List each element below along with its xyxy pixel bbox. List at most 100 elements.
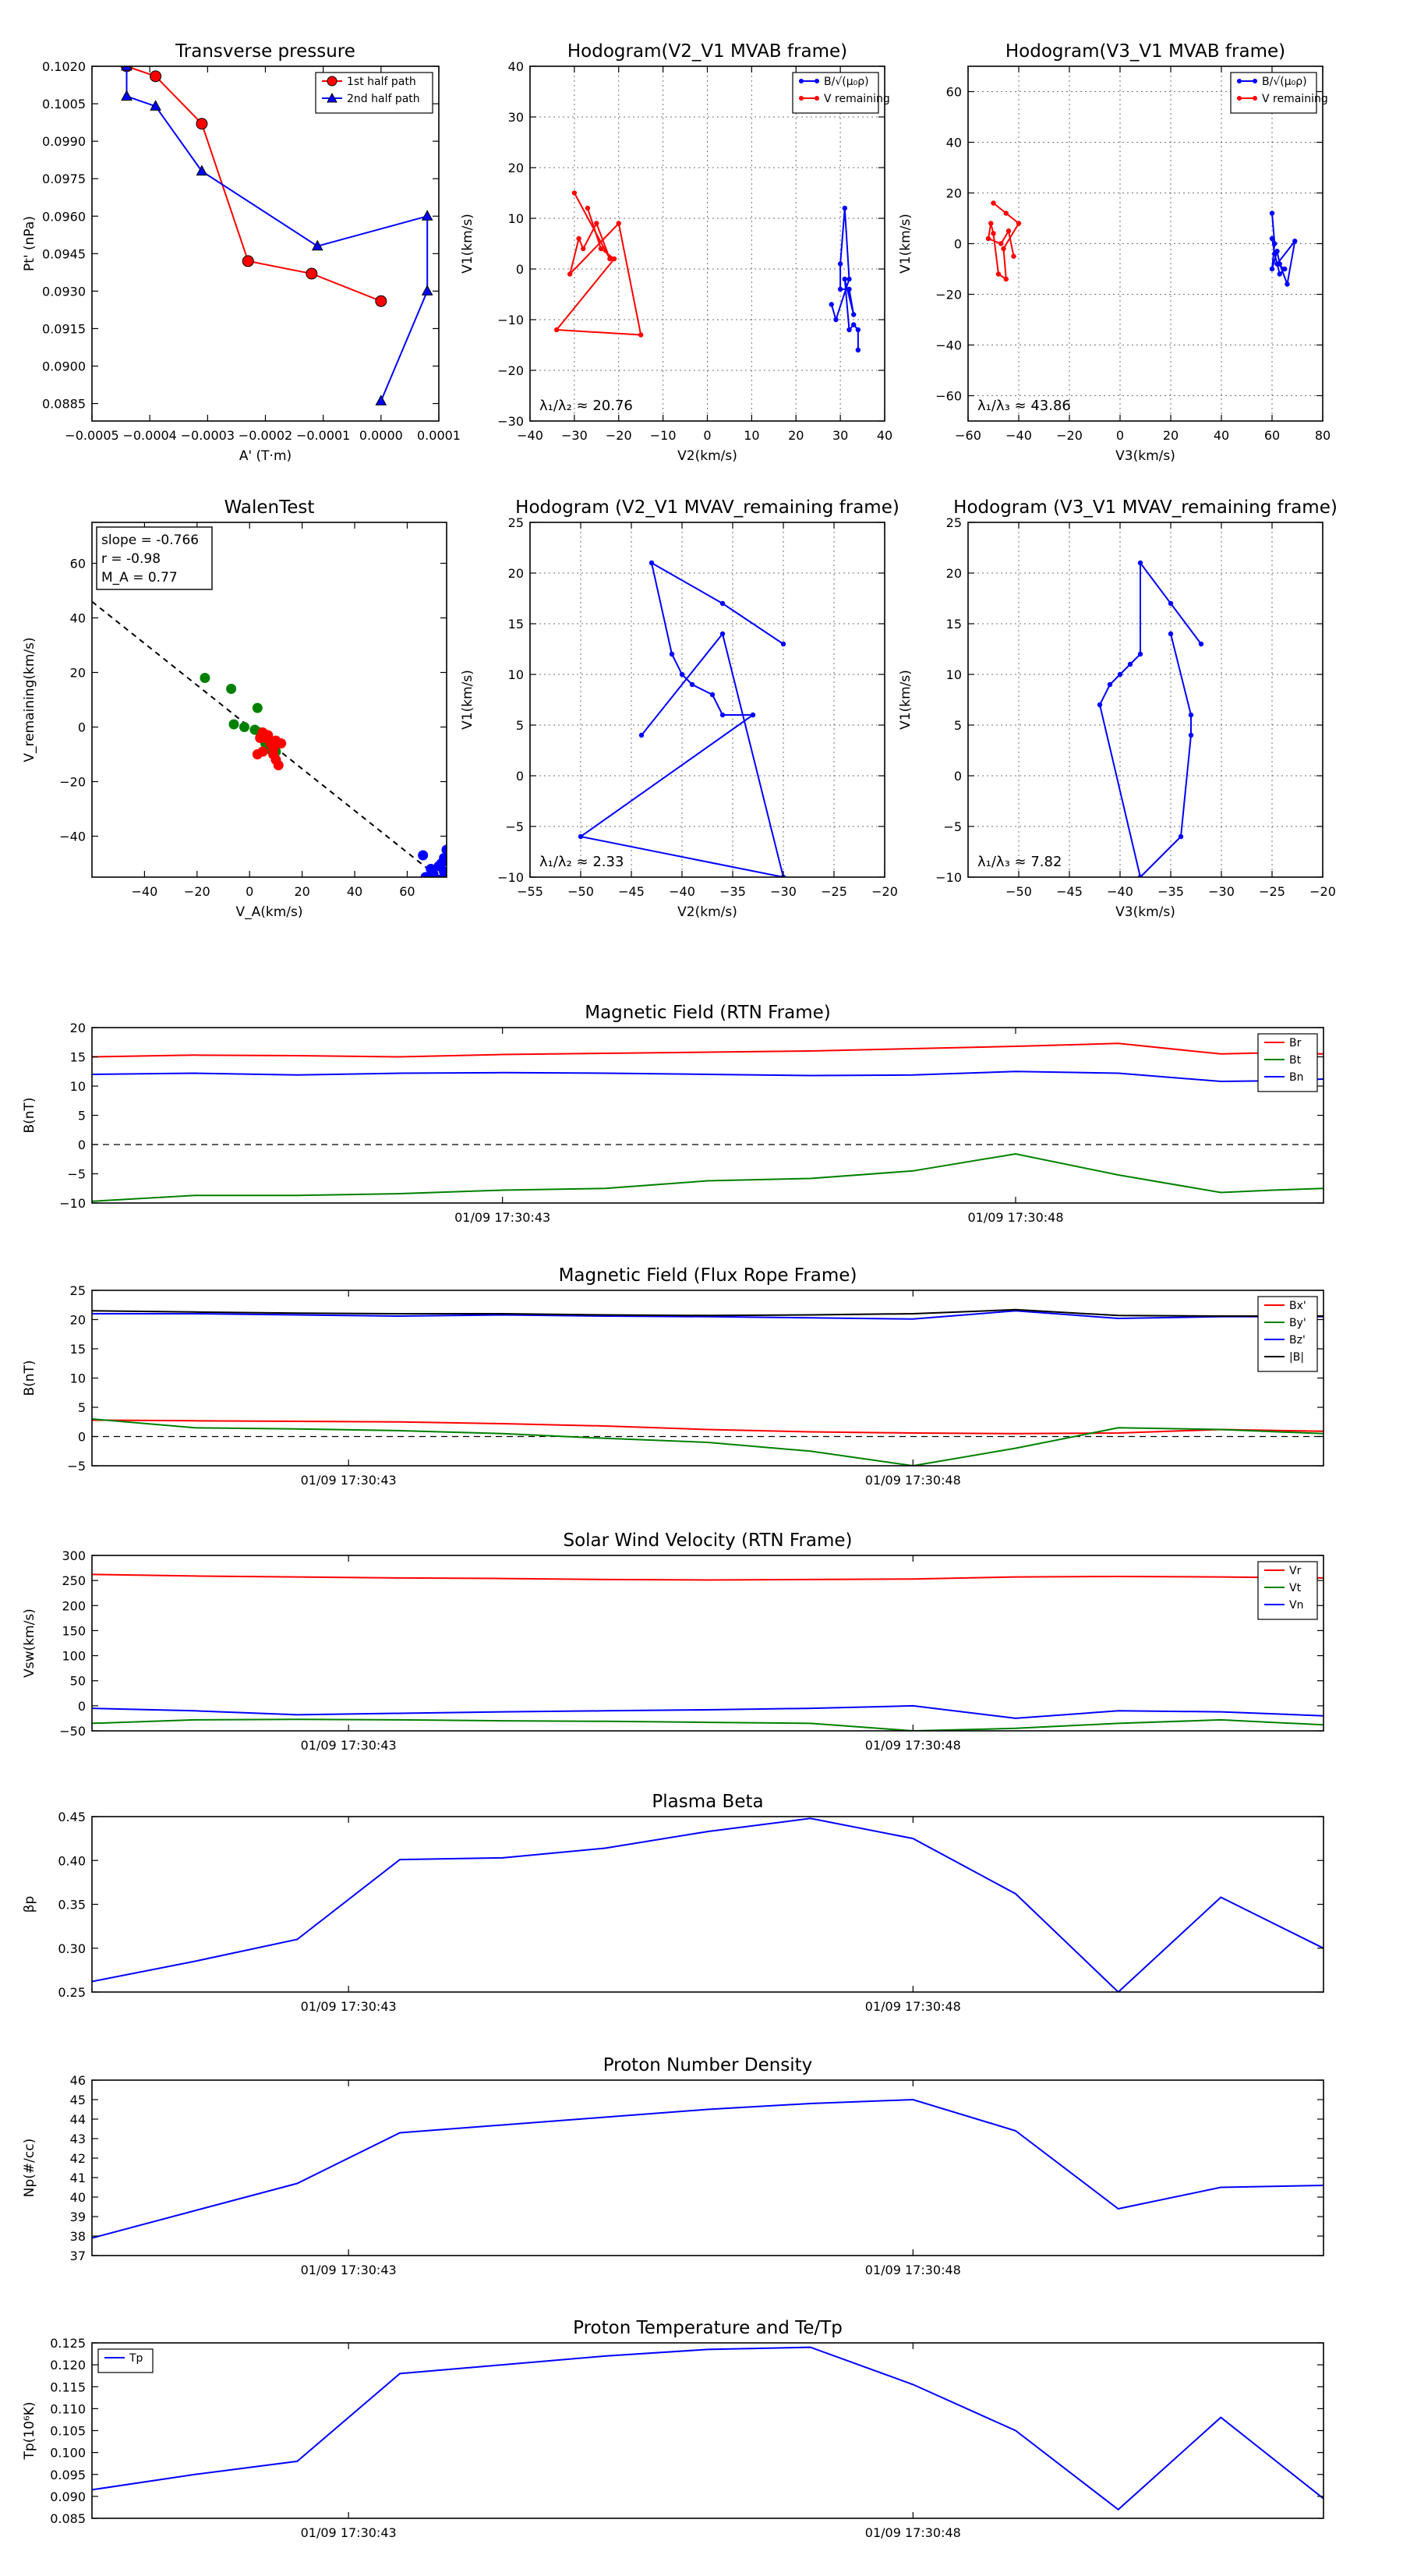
data-point <box>1188 712 1194 718</box>
y-tick-label: 20 <box>946 186 962 201</box>
data-point <box>585 205 591 211</box>
data-point <box>239 722 249 732</box>
chart-p12: 01/09 17:30:43 01/09 17:30:48 0.085 0.090 0.… <box>22 2318 1324 2540</box>
legend: Tp <box>97 2348 154 2373</box>
legend-label: Vn <box>1289 1599 1303 1612</box>
x-tick-label: 01/09 17:30:43 <box>454 1210 550 1225</box>
x-tick-label: −20 <box>1309 884 1336 899</box>
data-point <box>648 560 655 566</box>
data-point <box>1272 251 1278 257</box>
data-point <box>439 853 447 863</box>
axes-frame <box>529 65 885 422</box>
y-tick-label: 10 <box>946 667 962 682</box>
y-tick-label: 20 <box>508 566 524 581</box>
axes-frame <box>91 65 440 422</box>
data-point <box>855 327 861 333</box>
y-axis-label: V1(km/s) <box>460 214 475 274</box>
x-axis-label: V2(km/s) <box>677 448 737 464</box>
y-tick-label: 40 <box>946 136 962 150</box>
y-tick-label: 45 <box>70 2093 86 2107</box>
chart-p8: 01/09 17:30:43 01/09 17:30:48 −5 0 5 10 15 20 25… <box>22 1265 1324 1488</box>
y-tick-label: 40 <box>508 59 524 74</box>
data-point <box>1097 702 1103 708</box>
x-tick-label: −0.0001 <box>296 428 350 443</box>
y-tick-label: 20 <box>70 1021 86 1035</box>
series-line-p3-0 <box>1271 213 1296 288</box>
y-tick-label: 0.0960 <box>42 209 86 224</box>
data-point <box>850 312 857 317</box>
x-tick-label: −10 <box>650 428 677 443</box>
x-tick-label: −30 <box>1208 884 1235 899</box>
x-tick-label: 20 <box>788 428 804 443</box>
chart-p10: 01/09 17:30:43 01/09 17:30:48 0.25 0.30 0.35… <box>22 1792 1324 2014</box>
series-line-p12-0 <box>92 2346 1323 2511</box>
data-point <box>988 221 994 226</box>
data-point <box>1178 833 1184 840</box>
data-point <box>196 118 208 130</box>
data-point <box>719 600 726 607</box>
plot-area-p5 <box>578 560 786 877</box>
x-tick-label: 10 <box>744 428 759 443</box>
x-tick-label: −40 <box>132 884 158 899</box>
x-tick-label: 0 <box>246 884 253 899</box>
data-point <box>1269 266 1275 272</box>
legend: Bx' By' Bz' |B| <box>1257 1296 1318 1372</box>
y-tick-label: 0 <box>78 720 86 735</box>
data-point <box>441 872 447 877</box>
legend-box <box>792 72 879 114</box>
legend-box <box>1257 1033 1318 1092</box>
data-point <box>273 760 284 770</box>
data-point <box>578 833 584 840</box>
data-point <box>709 692 716 698</box>
data-point <box>1282 266 1288 272</box>
y-tick-label: 37 <box>70 2249 86 2263</box>
data-point <box>719 631 726 637</box>
x-tick-label: −40 <box>1005 428 1032 443</box>
data-point <box>1137 560 1143 566</box>
x-tick-label: 01/09 17:30:43 <box>301 1473 397 1488</box>
legend-marker <box>327 76 337 87</box>
y-tick-label: 150 <box>62 1623 86 1638</box>
legend-marker <box>799 79 804 83</box>
data-point <box>850 322 857 327</box>
chart-p4: −40 −20 0 20 40 60 −40 −20 0 20 40 60 WalenTest V_A(k… <box>22 497 447 920</box>
data-point <box>750 712 756 718</box>
y-tick-label: −5 <box>943 819 962 834</box>
legend-label: |B| <box>1289 1351 1304 1364</box>
chart-title: Solar Wind Velocity (RTN Frame) <box>563 1530 852 1551</box>
x-tick-label: 40 <box>347 884 362 899</box>
legend-box <box>1230 72 1317 114</box>
y-tick-label: 0.0900 <box>42 359 86 374</box>
legend: B/√(μ₀ρ) V remaining <box>1230 72 1328 114</box>
y-tick-label: 0.0975 <box>42 172 86 186</box>
axes-frame <box>967 65 1323 422</box>
y-tick-label: 44 <box>70 2112 86 2127</box>
plot-area-p10 <box>92 1817 1323 1992</box>
x-tick-label: −40 <box>517 428 543 443</box>
x-tick-label: −50 <box>1005 884 1032 899</box>
data-point <box>833 317 839 323</box>
x-tick-label: 20 <box>1163 428 1179 443</box>
series-line-p8-3 <box>92 1308 1323 1317</box>
y-tick-label: 30 <box>508 110 524 125</box>
y-tick-label: 250 <box>62 1573 86 1588</box>
y-tick-label: 0.1020 <box>42 59 86 74</box>
axes-frame <box>91 2079 1324 2256</box>
series-line-p7-1 <box>92 1152 1323 1202</box>
y-tick-label: 0.110 <box>50 2401 86 2416</box>
data-point <box>423 878 433 888</box>
legend: 1st half path 2nd half path <box>315 72 433 114</box>
y-tick-label: 0.125 <box>50 2336 86 2351</box>
legend-marker <box>815 96 819 101</box>
x-tick-label: −0.0004 <box>122 428 176 443</box>
y-tick-label: 0.1005 <box>42 97 86 111</box>
series-line-p8-1 <box>92 1418 1323 1466</box>
legend-label: Vt <box>1289 1582 1302 1594</box>
y-tick-label: 38 <box>70 2229 86 2244</box>
data-point <box>607 256 613 262</box>
chart-title: Hodogram (V2_V1 MVAV_remaining frame) <box>515 497 899 518</box>
chart-title: Proton Number Density <box>603 2055 813 2075</box>
data-point <box>257 746 268 757</box>
data-point <box>150 70 162 83</box>
x-tick-label: −0.0005 <box>65 428 118 443</box>
